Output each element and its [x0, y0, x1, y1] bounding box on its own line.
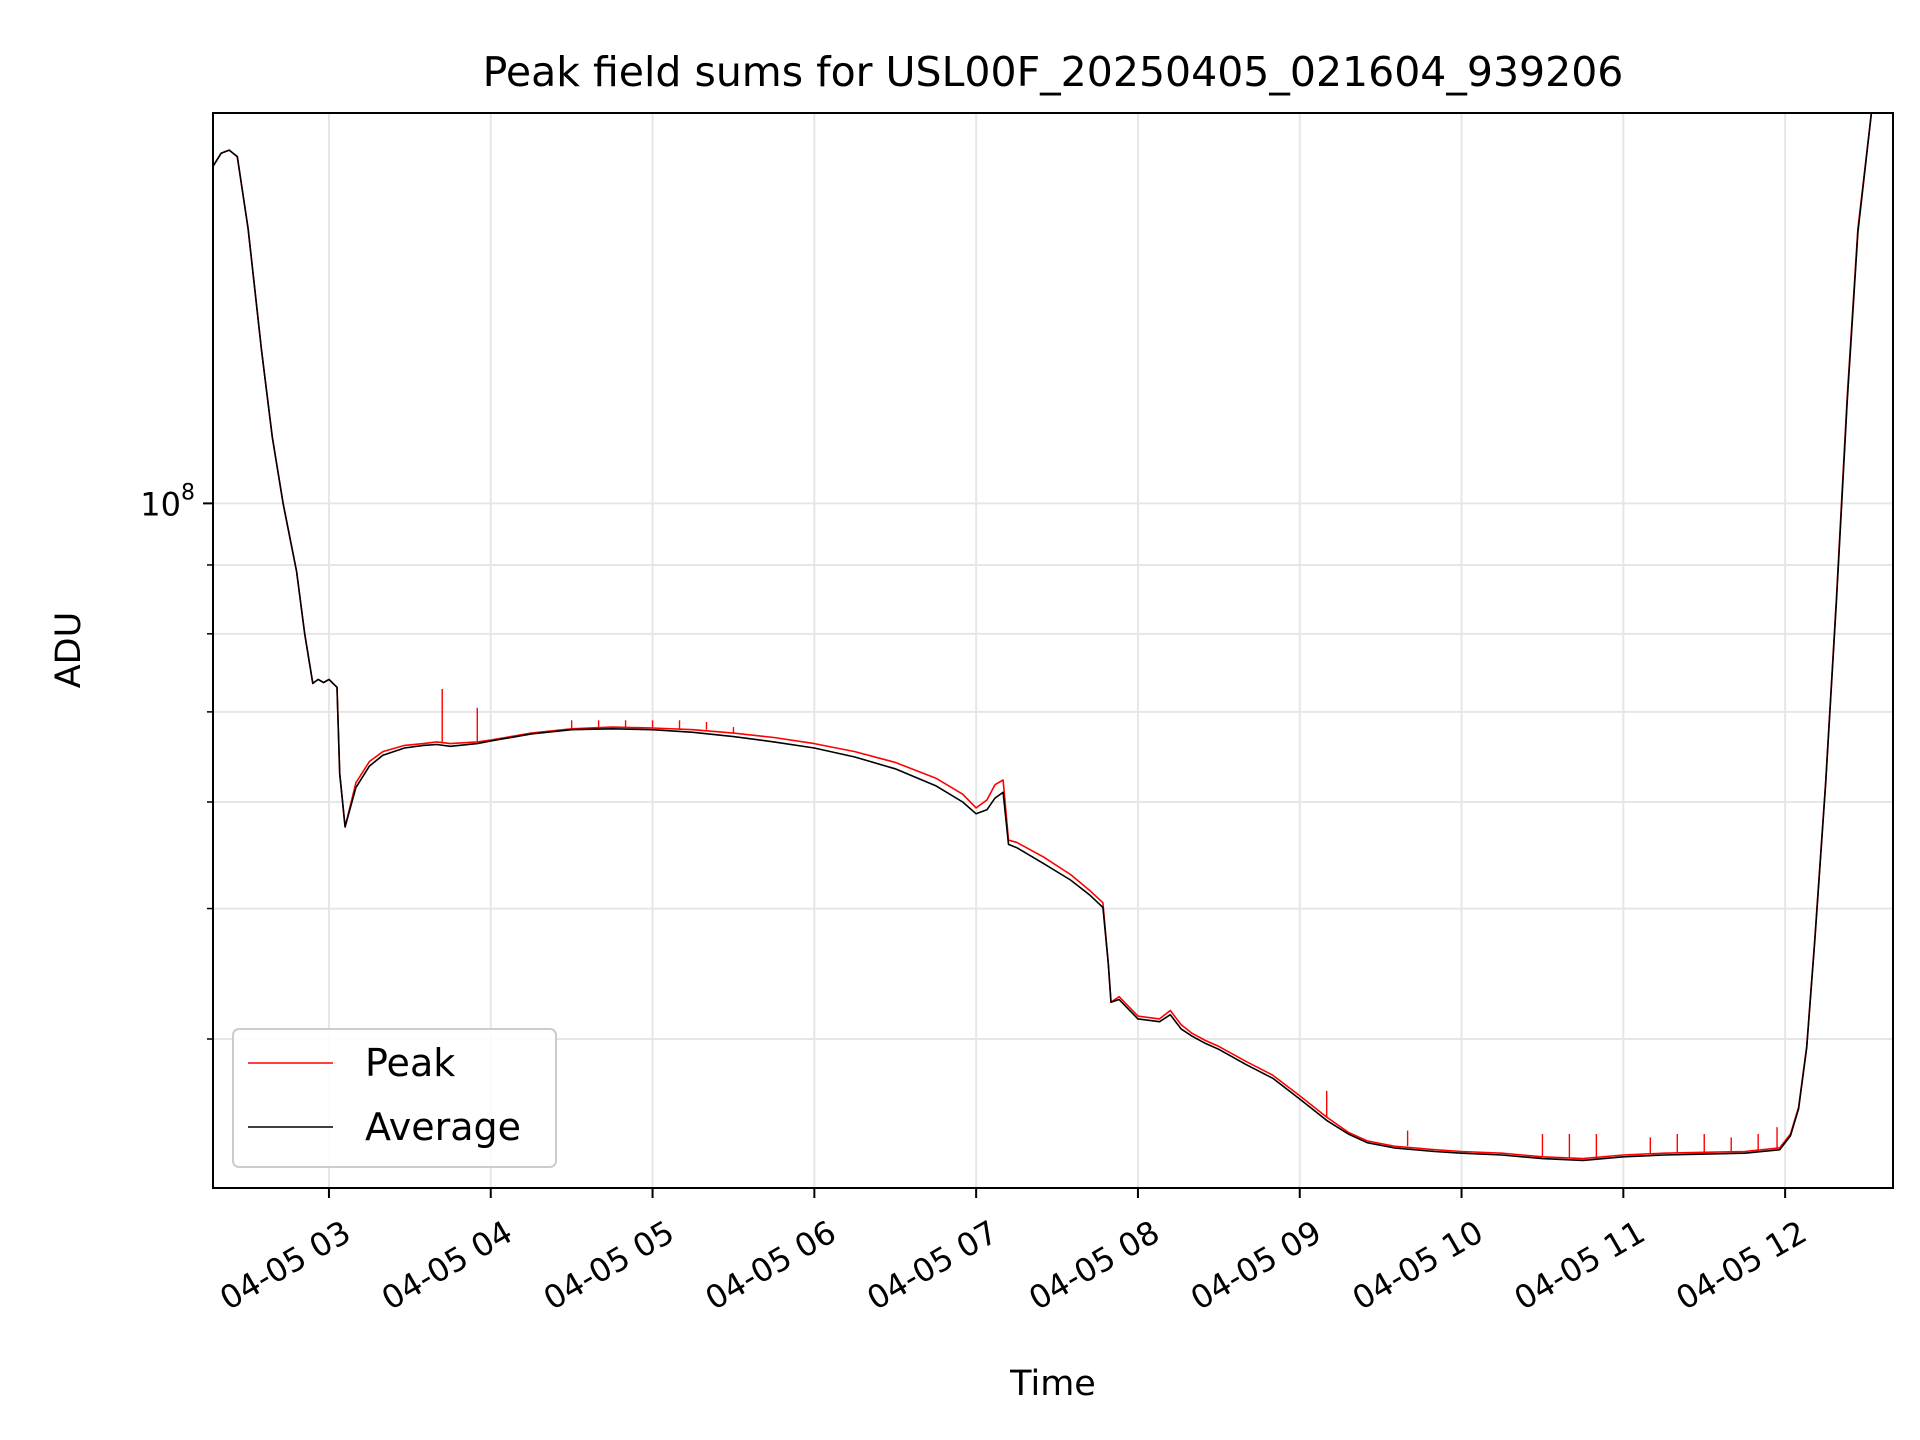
y-axis-label: ADU	[49, 612, 89, 689]
legend-label-peak: Peak	[365, 1041, 455, 1085]
plot-area	[212, 112, 1873, 1162]
x-axis-label: Time	[1009, 1364, 1096, 1404]
chart-title: Peak field sums for USL00F_20250405_0216…	[483, 48, 1624, 96]
grid	[213, 113, 1893, 1188]
series-line-average	[212, 112, 1873, 1162]
axes-frame	[212, 112, 1894, 1189]
legend: Peak Average	[232, 1028, 557, 1168]
y-tick-label: 108	[140, 480, 195, 523]
legend-label-average: Average	[365, 1105, 521, 1149]
y-axis-ticks: 108	[140, 480, 213, 1040]
